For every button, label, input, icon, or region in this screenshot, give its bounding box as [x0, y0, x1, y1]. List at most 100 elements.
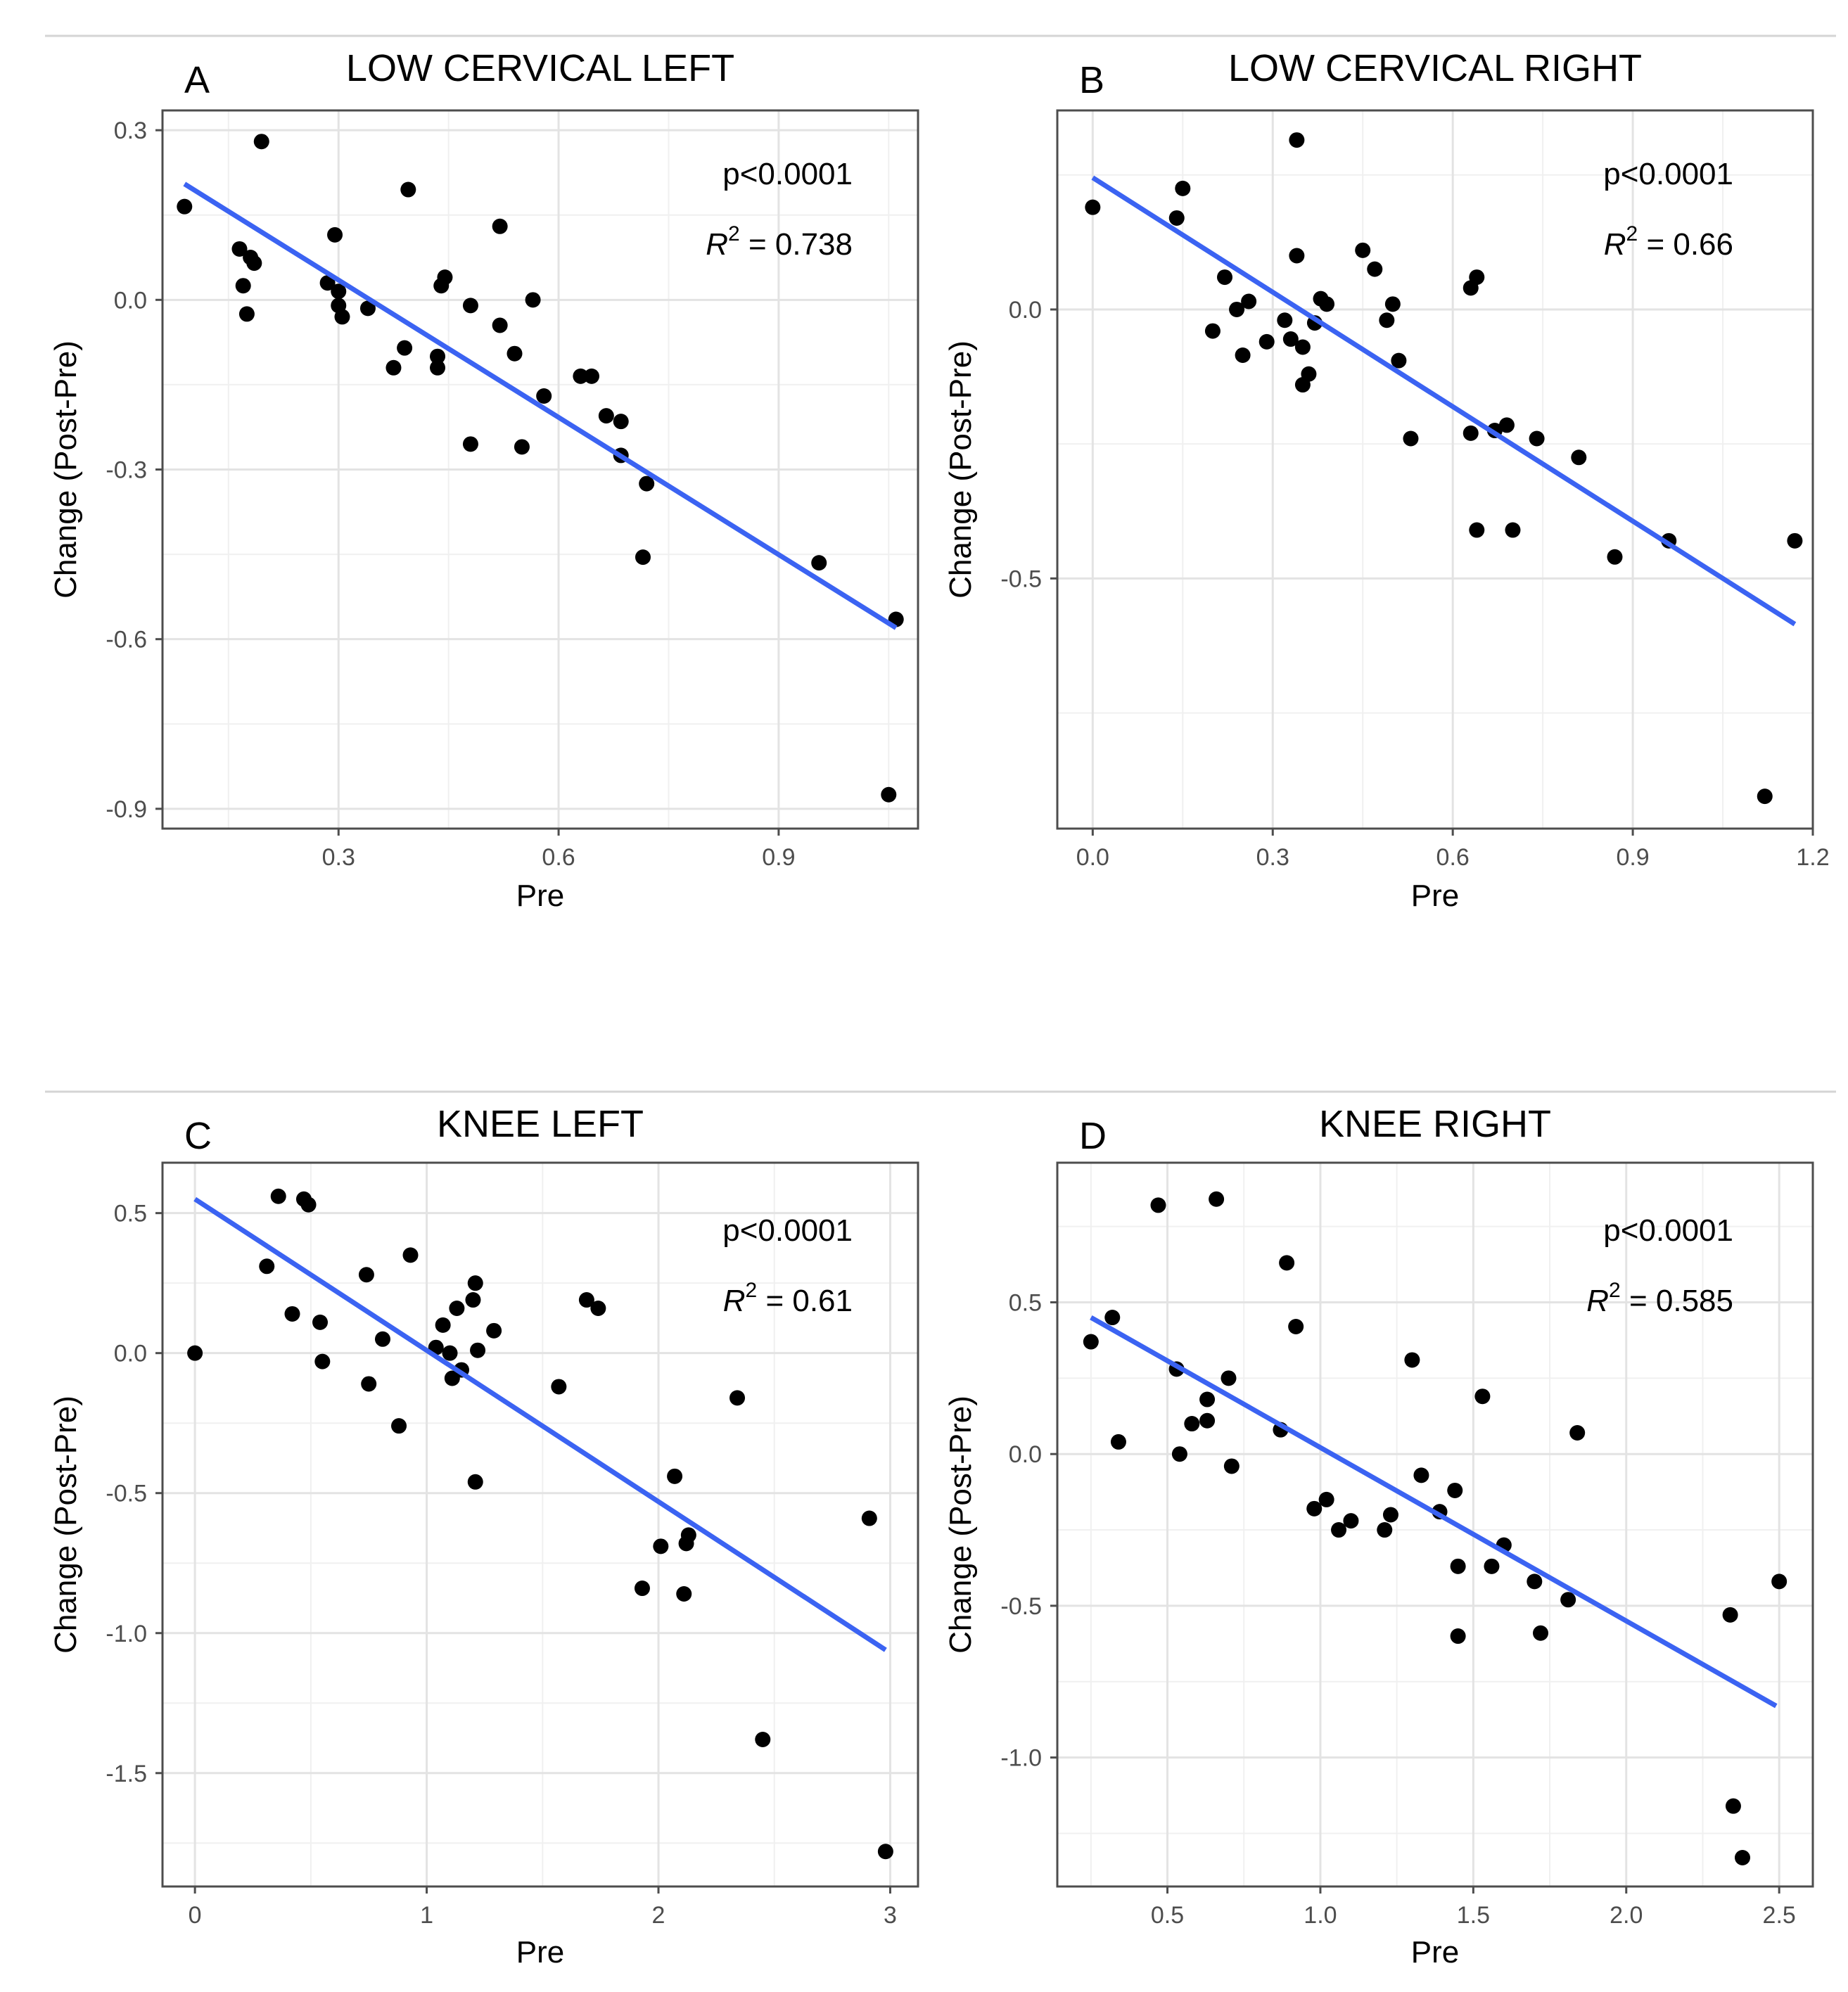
panel-d-x-tick-label: 1.0 [1304, 1902, 1337, 1929]
panel-b-data-point [1277, 312, 1293, 328]
panel-d-data-point [1560, 1592, 1576, 1608]
panel-a-data-point [334, 309, 350, 325]
panel-a-data-point [536, 388, 552, 404]
panel-a-data-point [177, 198, 193, 215]
panel-c-data-point [259, 1258, 275, 1275]
panel-c-data-point [653, 1538, 669, 1554]
panel-d-regression-line [1090, 1315, 1778, 1709]
panel-d-data-point [1722, 1607, 1738, 1623]
panel-c-regression-line [193, 1196, 887, 1652]
panel-b-y-axis-label: Change (Post-Pre) [943, 340, 978, 599]
panel-c-data-point [358, 1267, 374, 1283]
panel-d-data-point [1447, 1482, 1463, 1498]
panel-c-data-point [187, 1345, 203, 1361]
panel-a-data-point [327, 226, 343, 243]
panel-a-data-point [430, 348, 446, 364]
panel-c-y-tick-label: 0.0 [114, 1341, 147, 1367]
panel-c-data-point [270, 1188, 286, 1204]
panel-c-r-symbol: R [723, 1284, 746, 1318]
panel-b-data-point [1168, 210, 1185, 226]
panel-d-data-point [1199, 1412, 1216, 1429]
panel-b-data-point [1241, 293, 1257, 309]
panel-c-plot-border [161, 1161, 919, 1888]
panel-b-regression-line [1091, 175, 1797, 627]
panel-d-data-point [1450, 1558, 1466, 1574]
panel-a-y-tick-label: 0.3 [114, 117, 147, 144]
panel-a: 0.3 0.6 0.9 0.3 0.0 -0.3 -0.6 -0.9 A LOW CERVICAL… [49, 47, 919, 913]
panel-d-data-point [1377, 1522, 1393, 1538]
panel-a-data-point [462, 298, 478, 314]
panel-c-data-point [755, 1732, 771, 1748]
panel-c-data-point [435, 1317, 451, 1333]
panel-a-x-tick-label: 0.9 [762, 844, 795, 871]
panel-b-x-tick-label: 0.0 [1076, 844, 1109, 871]
panel-d-data-point [1404, 1352, 1420, 1368]
panel-c-data-point [634, 1581, 650, 1597]
panel-b-letter: B [1079, 59, 1104, 101]
panel-c-letter: C [184, 1115, 212, 1157]
panel-c-data-point [314, 1353, 331, 1370]
panel-b-data-point [1403, 430, 1419, 447]
panel-b-data-point [1607, 549, 1623, 565]
panel-b-data-point [1367, 261, 1383, 277]
panel-b-data-point [1289, 248, 1305, 264]
panel-c-data-point [676, 1586, 692, 1602]
panel-c-data-point [467, 1275, 483, 1291]
panel-d-data-point [1171, 1446, 1187, 1462]
panel-a-title: LOW CERVICAL LEFT [346, 47, 734, 89]
panel-d-x-axis-label: Pre [1411, 1935, 1459, 1969]
panel-b-data-point [1319, 296, 1335, 312]
panel-b-y-tick-label: 0.0 [1009, 297, 1042, 324]
panel-b-r-value: = 0.66 [1638, 227, 1733, 262]
panel-a-data-point [397, 340, 413, 356]
panel-d-plot-border [1056, 1161, 1814, 1888]
panel-c-data-point [551, 1379, 567, 1395]
panel-c-data-point [467, 1474, 483, 1490]
panel-d-data-point [1221, 1370, 1237, 1386]
panel-c-x-tick-label: 3 [884, 1902, 897, 1929]
panel-b-title: LOW CERVICAL RIGHT [1228, 47, 1642, 89]
panel-c-x-tick-label: 2 [652, 1902, 665, 1929]
panel-b-data-point [1217, 269, 1233, 286]
panel-c-x-axis-label: Pre [516, 1935, 564, 1969]
panel-d-data-point [1343, 1513, 1359, 1529]
panel-c-p-value: p<0.0001 [722, 1213, 853, 1248]
panel-b-data-point [1258, 333, 1275, 350]
panel-d-data-point [1288, 1318, 1304, 1334]
panel-b-data-point [1085, 199, 1101, 215]
panel-b-data-point [1282, 331, 1299, 347]
panel-a-data-point [430, 359, 446, 376]
panel-c-data-point [300, 1196, 317, 1213]
panel-a-data-point [235, 278, 251, 294]
panel-a-x-tick-label: 0.3 [322, 844, 355, 871]
panel-b-x-tick-label: 1.2 [1796, 844, 1829, 871]
panel-a-regression-line [183, 181, 898, 630]
panel-d-data-point [1199, 1391, 1216, 1407]
panel-d-data-point [1083, 1334, 1099, 1350]
panel-b-data-point [1294, 339, 1311, 355]
panel-a-data-point [231, 241, 248, 257]
panel-c-data-point [729, 1390, 746, 1406]
panel-a-data-point [331, 283, 347, 300]
panel-a-data-point [385, 359, 402, 376]
panel-b-r-squared: R2 = 0.66 [1604, 222, 1733, 262]
panel-c-y-tick-label: -1.0 [106, 1621, 147, 1647]
panel-d-x-tick-label: 0.5 [1151, 1902, 1184, 1929]
panel-d: 0.5 1.0 1.5 2.0 2.5 0.5 0.0 -0.5 -1.0 D KNEE RIGHT… [943, 1103, 1814, 1969]
panel-c-data-point [465, 1292, 481, 1308]
panel-a-y-tick-label: -0.6 [106, 627, 147, 653]
panel-c-r-squared: R2 = 0.61 [723, 1279, 853, 1318]
panel-d-r-superscript: 2 [1609, 1279, 1621, 1302]
panel-d-data-point [1306, 1500, 1323, 1517]
panel-a-letter: A [184, 59, 210, 101]
panel-a-y-tick-label: -0.3 [106, 457, 147, 484]
panel-a-y-tick-label: 0.0 [114, 287, 147, 314]
panel-a-data-point [573, 368, 589, 384]
panel-b-plot-border [1056, 109, 1814, 830]
panel-d-y-tick-label: -1.0 [1000, 1745, 1042, 1772]
panel-d-data-point [1382, 1507, 1398, 1523]
panel-d-x-tick-label: 2.5 [1763, 1902, 1796, 1929]
panel-a-data-point [811, 555, 827, 571]
panel-b-y-tick-label: -0.5 [1000, 566, 1042, 592]
